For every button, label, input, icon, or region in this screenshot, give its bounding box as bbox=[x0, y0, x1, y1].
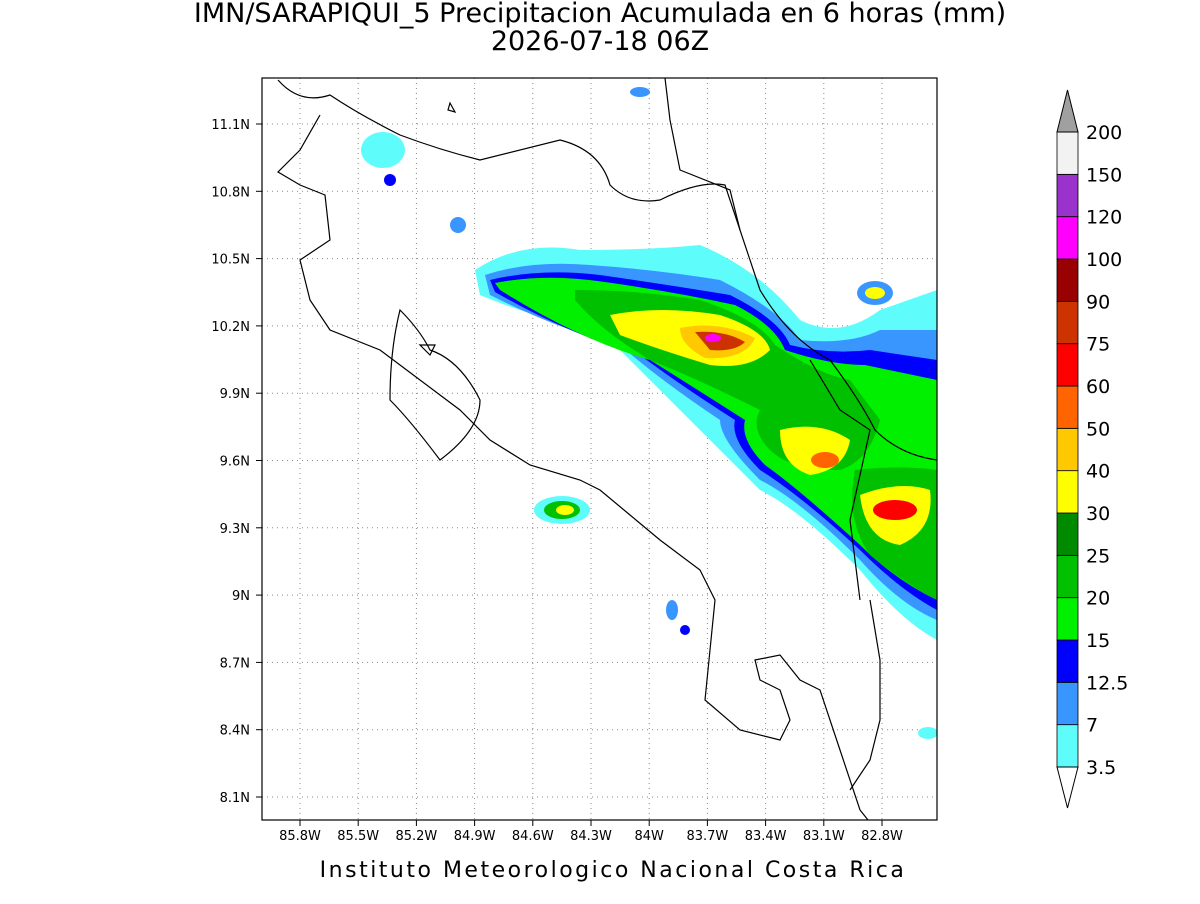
colorbar-box bbox=[1056, 385, 1079, 429]
colorbar-box bbox=[1056, 554, 1079, 599]
lon-tick-label: 85.2W bbox=[395, 829, 437, 844]
colorbar-label: 90 bbox=[1086, 291, 1110, 313]
colorbar-box bbox=[1056, 427, 1079, 472]
precip-area bbox=[680, 625, 690, 635]
colorbar-box bbox=[1056, 216, 1079, 260]
lon-tick-label: 83.4W bbox=[745, 829, 787, 844]
lon-tick-label: 84W bbox=[634, 829, 664, 844]
colorbar-over bbox=[1056, 89, 1079, 133]
colorbar-box bbox=[1056, 512, 1079, 556]
colorbar-label: 30 bbox=[1086, 503, 1110, 525]
colorbar: 3.5 7 12.5 15 20 25 30 40 50 60 75 90 100 120 150 200 bbox=[1056, 89, 1128, 809]
colorbar-box bbox=[1056, 470, 1079, 514]
colorbar-label: 12.5 bbox=[1086, 672, 1128, 694]
lon-tick-label: 85.8W bbox=[279, 829, 321, 844]
colorbar-box bbox=[1056, 343, 1079, 387]
colorbar-box bbox=[1056, 173, 1079, 218]
lon-tick-label: 84.3W bbox=[570, 829, 612, 844]
lat-tick-label: 8.7N bbox=[220, 656, 250, 671]
colorbar-label: 3.5 bbox=[1086, 757, 1116, 779]
precip-area bbox=[811, 452, 839, 468]
lat-tick-label: 10.8N bbox=[211, 185, 250, 200]
lat-tick-label: 10.2N bbox=[211, 320, 250, 335]
colorbar-label: 200 bbox=[1086, 122, 1122, 144]
lon-tick-label: 82.8W bbox=[861, 829, 903, 844]
colorbar-label: 40 bbox=[1086, 461, 1110, 483]
colorbar-label: 100 bbox=[1086, 249, 1122, 271]
colorbar-box bbox=[1056, 639, 1079, 683]
colorbar-label: 20 bbox=[1086, 588, 1110, 610]
colorbar-box bbox=[1056, 597, 1079, 641]
title: IMN/SARAPIQUI_5 Precipitacion Acumulada … bbox=[194, 0, 1006, 29]
colorbar-under bbox=[1056, 766, 1079, 809]
colorbar-box bbox=[1056, 300, 1079, 345]
precip-area bbox=[865, 287, 885, 299]
colorbar-label: 15 bbox=[1086, 630, 1110, 652]
colorbar-label: 7 bbox=[1086, 715, 1098, 737]
precip-area bbox=[873, 500, 917, 520]
precip-area bbox=[361, 132, 405, 168]
colorbar-box bbox=[1056, 258, 1079, 302]
colorbar-label: 120 bbox=[1086, 207, 1122, 229]
lon-tick-label: 85.5W bbox=[337, 829, 379, 844]
coastline bbox=[277, 78, 937, 820]
colorbar-label: 60 bbox=[1086, 376, 1110, 398]
map-frame bbox=[261, 77, 938, 821]
lat-tick-label: 10.5N bbox=[211, 253, 250, 268]
credit: Instituto Meteorologico Nacional Costa R… bbox=[320, 858, 907, 883]
precip-area bbox=[556, 505, 574, 515]
lon-tick-label: 83.7W bbox=[686, 829, 728, 844]
precip-area bbox=[918, 727, 937, 739]
colorbar-label: 150 bbox=[1086, 164, 1122, 186]
colorbar-box bbox=[1056, 131, 1079, 175]
precip-area bbox=[666, 600, 678, 620]
precip-area bbox=[450, 217, 466, 233]
axis-ticks: 85.8W 85.5W 85.2W 84.9W 84.6W 84.3W 84W 83.7W 83… bbox=[211, 118, 903, 844]
colorbar-label: 75 bbox=[1086, 334, 1110, 356]
lat-tick-label: 9.6N bbox=[220, 455, 250, 470]
map-area bbox=[262, 78, 937, 820]
precip-area bbox=[705, 334, 721, 342]
colorbar-box bbox=[1056, 681, 1079, 726]
subtitle: 2026-07-18 06Z bbox=[491, 26, 709, 57]
colorbar-box bbox=[1056, 724, 1079, 768]
lat-tick-label: 9.3N bbox=[220, 522, 250, 537]
lat-tick-label: 9N bbox=[232, 589, 250, 604]
lon-tick-label: 84.6W bbox=[512, 829, 554, 844]
precip-area bbox=[630, 87, 650, 97]
lat-tick-label: 9.9N bbox=[220, 387, 250, 402]
lat-tick-label: 8.1N bbox=[220, 791, 250, 806]
lat-tick-label: 8.4N bbox=[220, 724, 250, 739]
colorbar-label: 25 bbox=[1086, 545, 1110, 567]
lon-tick-label: 83.1W bbox=[803, 829, 845, 844]
lat-tick-label: 11.1N bbox=[211, 118, 250, 133]
colorbar-label: 50 bbox=[1086, 418, 1110, 440]
precip-area bbox=[384, 174, 396, 186]
lon-tick-label: 84.9W bbox=[454, 829, 496, 844]
